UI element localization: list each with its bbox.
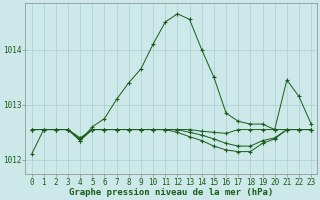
X-axis label: Graphe pression niveau de la mer (hPa): Graphe pression niveau de la mer (hPa) [69, 188, 274, 197]
